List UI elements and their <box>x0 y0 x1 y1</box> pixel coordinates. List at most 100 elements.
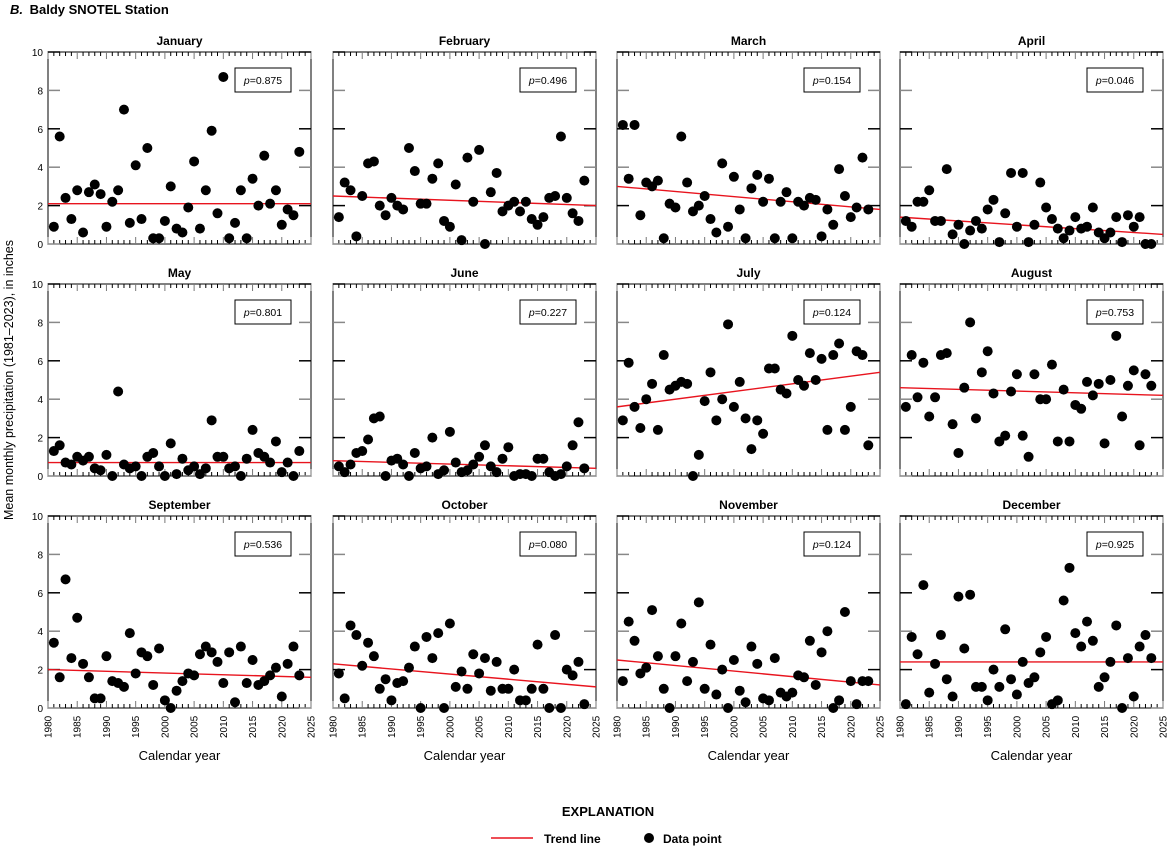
data-point <box>345 185 356 196</box>
data-point <box>845 212 856 223</box>
data-point <box>101 221 112 232</box>
x-tick-label: 2025 <box>876 715 887 738</box>
data-point <box>235 471 246 481</box>
p-value-label: p=0.875 <box>243 75 282 87</box>
data-point <box>113 386 124 397</box>
data-point <box>253 200 264 211</box>
data-point <box>746 444 757 455</box>
data-point <box>758 196 769 207</box>
data-point <box>799 380 810 391</box>
panel-july: July p=0.124 <box>616 266 881 481</box>
trend-line <box>616 371 881 408</box>
x-tick-label: 1995 <box>131 715 142 738</box>
data-point <box>433 628 444 639</box>
data-point <box>374 411 385 422</box>
p-value-label: p=0.154 <box>812 75 851 87</box>
data-point <box>368 651 379 662</box>
data-point <box>148 679 159 690</box>
plot-frame <box>616 515 881 709</box>
data-point <box>276 691 287 702</box>
data-point <box>947 691 958 702</box>
plot-frame <box>616 51 881 245</box>
x-tick-label: 2025 <box>592 715 603 738</box>
data-point <box>746 183 757 194</box>
y-tick-label: 4 <box>37 163 43 174</box>
x-axis-label: Calendar year <box>708 748 790 763</box>
data-point <box>652 424 663 435</box>
data-point <box>994 237 1005 248</box>
data-point <box>834 338 845 349</box>
data-point <box>235 185 246 196</box>
y-tick-label: 10 <box>32 512 44 523</box>
data-point <box>1070 628 1081 639</box>
data-point <box>171 469 182 480</box>
data-point <box>924 411 935 422</box>
data-point <box>676 618 687 629</box>
data-point <box>1064 225 1075 236</box>
p-value-box <box>1086 531 1144 557</box>
data-point <box>711 689 722 700</box>
data-point <box>1046 359 1057 370</box>
y-tick-label: 2 <box>37 202 43 213</box>
data-point <box>1146 380 1157 391</box>
p-value-box <box>803 299 861 325</box>
data-point <box>450 457 461 468</box>
p-value-box <box>1086 299 1144 325</box>
data-point <box>66 214 77 225</box>
data-point <box>740 697 751 708</box>
p-value-label: p=0.925 <box>1095 539 1134 551</box>
data-point <box>136 471 147 481</box>
data-point <box>787 330 798 341</box>
x-tick-label: 1980 <box>613 715 624 738</box>
data-point <box>763 173 774 184</box>
data-point <box>561 192 572 203</box>
data-point <box>567 208 578 219</box>
x-tick-label: 2010 <box>1071 715 1082 738</box>
data-point <box>693 200 704 211</box>
data-point <box>1134 440 1145 451</box>
panel-title: February <box>439 34 491 48</box>
data-point <box>194 649 205 660</box>
data-point <box>976 223 987 234</box>
data-point <box>1087 202 1098 213</box>
data-point <box>1064 436 1075 447</box>
data-point <box>474 451 485 462</box>
data-point <box>1041 631 1052 642</box>
data-point <box>723 703 734 713</box>
data-point <box>363 434 374 445</box>
data-point <box>976 367 987 378</box>
trend-line <box>616 185 881 211</box>
panel-june: June p=0.227 <box>332 266 597 481</box>
data-point <box>906 631 917 642</box>
data-point <box>1099 672 1110 683</box>
x-tick-label: 1980 <box>896 715 907 738</box>
data-point <box>136 214 147 225</box>
data-point <box>828 219 839 230</box>
data-point <box>573 656 584 667</box>
x-tick-label: 2015 <box>533 715 544 738</box>
x-tick-label: 2000 <box>1012 715 1023 738</box>
data-point <box>965 225 976 236</box>
data-point <box>687 471 698 481</box>
data-point <box>427 173 438 184</box>
data-point <box>345 459 356 470</box>
data-point <box>60 192 71 203</box>
data-point <box>988 194 999 205</box>
data-point <box>816 353 827 364</box>
data-point <box>839 191 850 201</box>
data-point <box>728 401 739 412</box>
data-point <box>918 357 929 368</box>
data-point <box>787 687 798 698</box>
x-tick-label: 1980 <box>44 715 55 738</box>
data-point <box>965 317 976 328</box>
data-point <box>206 125 217 136</box>
data-point <box>409 166 420 177</box>
data-point <box>1011 369 1022 380</box>
data-point <box>1011 221 1022 232</box>
data-point <box>863 676 874 687</box>
data-point <box>421 631 432 642</box>
data-point <box>72 185 83 196</box>
data-point <box>924 185 935 196</box>
data-point <box>1105 227 1116 238</box>
panel-october: October 1980 1985 1990 1995 2000 2005 2010 2015 2… <box>329 498 603 763</box>
